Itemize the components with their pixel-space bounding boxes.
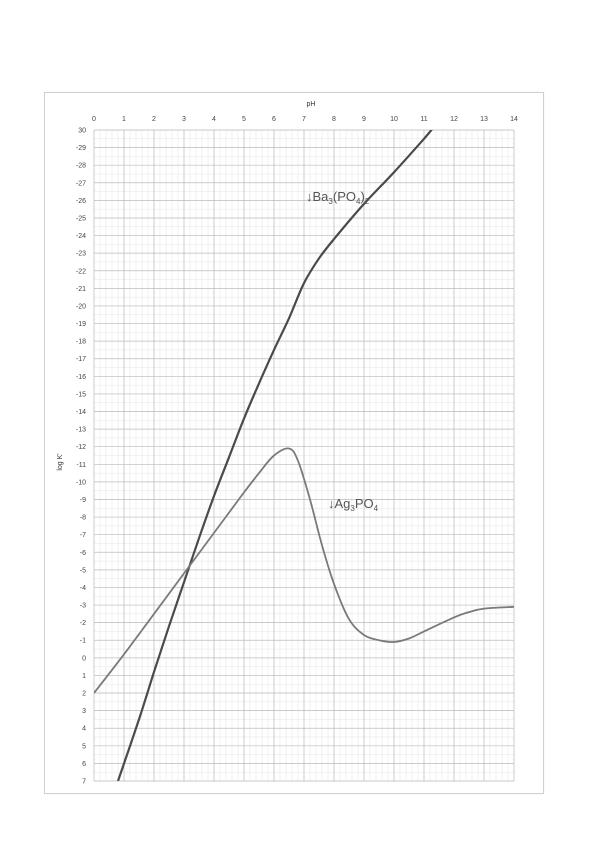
y-tick-label: 3 [82, 708, 86, 715]
ba-sub-1: 3 [328, 197, 333, 206]
y-axis-label: log K' [57, 453, 64, 470]
x-tick-label: 13 [480, 116, 488, 123]
ba-mid: (PO [333, 189, 356, 204]
x-tick-label: 11 [420, 116, 427, 123]
y-tick-label: -10 [76, 479, 86, 486]
series-line-ba3po42 [116, 130, 433, 781]
y-tick-label: 0 [82, 655, 86, 662]
y-tick-label: 2 [82, 691, 86, 698]
ba-arrow: ↓ [306, 189, 313, 204]
x-tick-label: 5 [242, 116, 246, 123]
y-tick-label: -17 [76, 356, 86, 363]
x-tick-labels: 0 1 2 3 4 5 6 7 8 9 10 11 12 13 14 [92, 116, 518, 123]
y-tick-label: -13 [76, 427, 86, 434]
y-tick-label: -6 [80, 550, 86, 557]
y-tick-label: -14 [76, 409, 86, 416]
y-tick-label: -1 [80, 638, 86, 645]
y-tick-label: -26 [76, 198, 86, 205]
y-tick-label: 4 [82, 726, 86, 733]
chart-frame [44, 92, 544, 794]
x-tick-label: 10 [390, 116, 398, 123]
x-tick-label: 12 [450, 116, 458, 123]
y-tick-label: -4 [80, 585, 86, 592]
x-tick-label: 7 [302, 116, 306, 123]
y-tick-label: -23 [76, 251, 86, 258]
y-tick-label: -11 [76, 462, 86, 469]
x-tick-label: 14 [510, 116, 518, 123]
y-tick-label: 1 [82, 673, 86, 680]
x-tick-label: 4 [212, 116, 216, 123]
ag3po4-annotation: ↓Ag3PO4 [328, 496, 379, 513]
x-tick-label: 2 [152, 116, 156, 123]
ag-main: Ag [335, 496, 351, 511]
y-tick-label: -9 [80, 497, 86, 504]
ba-main: Ba [313, 189, 330, 204]
x-tick-label: 0 [92, 116, 96, 123]
y-tick-labels: 30-29-28-27-26-25-24-23-22-21-20-19-18-1… [76, 128, 86, 786]
y-tick-label: -7 [80, 532, 86, 539]
x-tick-label: 9 [362, 116, 366, 123]
y-tick-label: -28 [76, 163, 86, 170]
y-tick-label: -3 [80, 603, 86, 610]
x-axis-label: pH [307, 101, 316, 108]
y-tick-label: -19 [76, 321, 86, 328]
ag-sub-1: 3 [350, 504, 355, 513]
y-tick-label: -21 [76, 286, 86, 293]
x-tick-label: 1 [122, 116, 126, 123]
x-tick-label: 6 [272, 116, 276, 123]
y-tick-label: -5 [80, 567, 86, 574]
ba-sub-3: 2 [365, 197, 370, 206]
y-tick-label: -20 [76, 303, 86, 310]
y-tick-label: -12 [76, 444, 86, 451]
y-tick-label: 7 [82, 779, 86, 786]
y-tick-label: -18 [76, 339, 86, 346]
ba-close: ) [360, 189, 364, 204]
series-line-ag3po4 [94, 447, 514, 694]
ag-arrow: ↓ [328, 496, 335, 511]
y-tick-label: -16 [76, 374, 86, 381]
ba-sub-2: 4 [356, 197, 361, 206]
y-tick-label: 6 [82, 761, 86, 768]
y-tick-label: -22 [76, 268, 86, 275]
y-tick-label: 30 [78, 128, 86, 135]
y-tick-label: -27 [76, 180, 86, 187]
series-lines [94, 130, 514, 781]
major-grid [93, 129, 515, 782]
ag-sub-2: 4 [374, 504, 379, 513]
y-tick-label: -29 [76, 145, 86, 152]
y-tick-label: -25 [76, 215, 86, 222]
x-tick-label: 8 [332, 116, 336, 123]
ba3po42-annotation: ↓Ba3(PO4)2 [306, 189, 370, 206]
y-tick-label: -2 [80, 620, 86, 627]
ag-mid: PO [355, 496, 374, 511]
y-tick-label: -8 [80, 515, 86, 522]
y-tick-label: -15 [76, 391, 86, 398]
y-tick-label: -24 [76, 233, 86, 240]
x-tick-label: 3 [182, 116, 186, 123]
y-tick-label: 5 [82, 743, 86, 750]
